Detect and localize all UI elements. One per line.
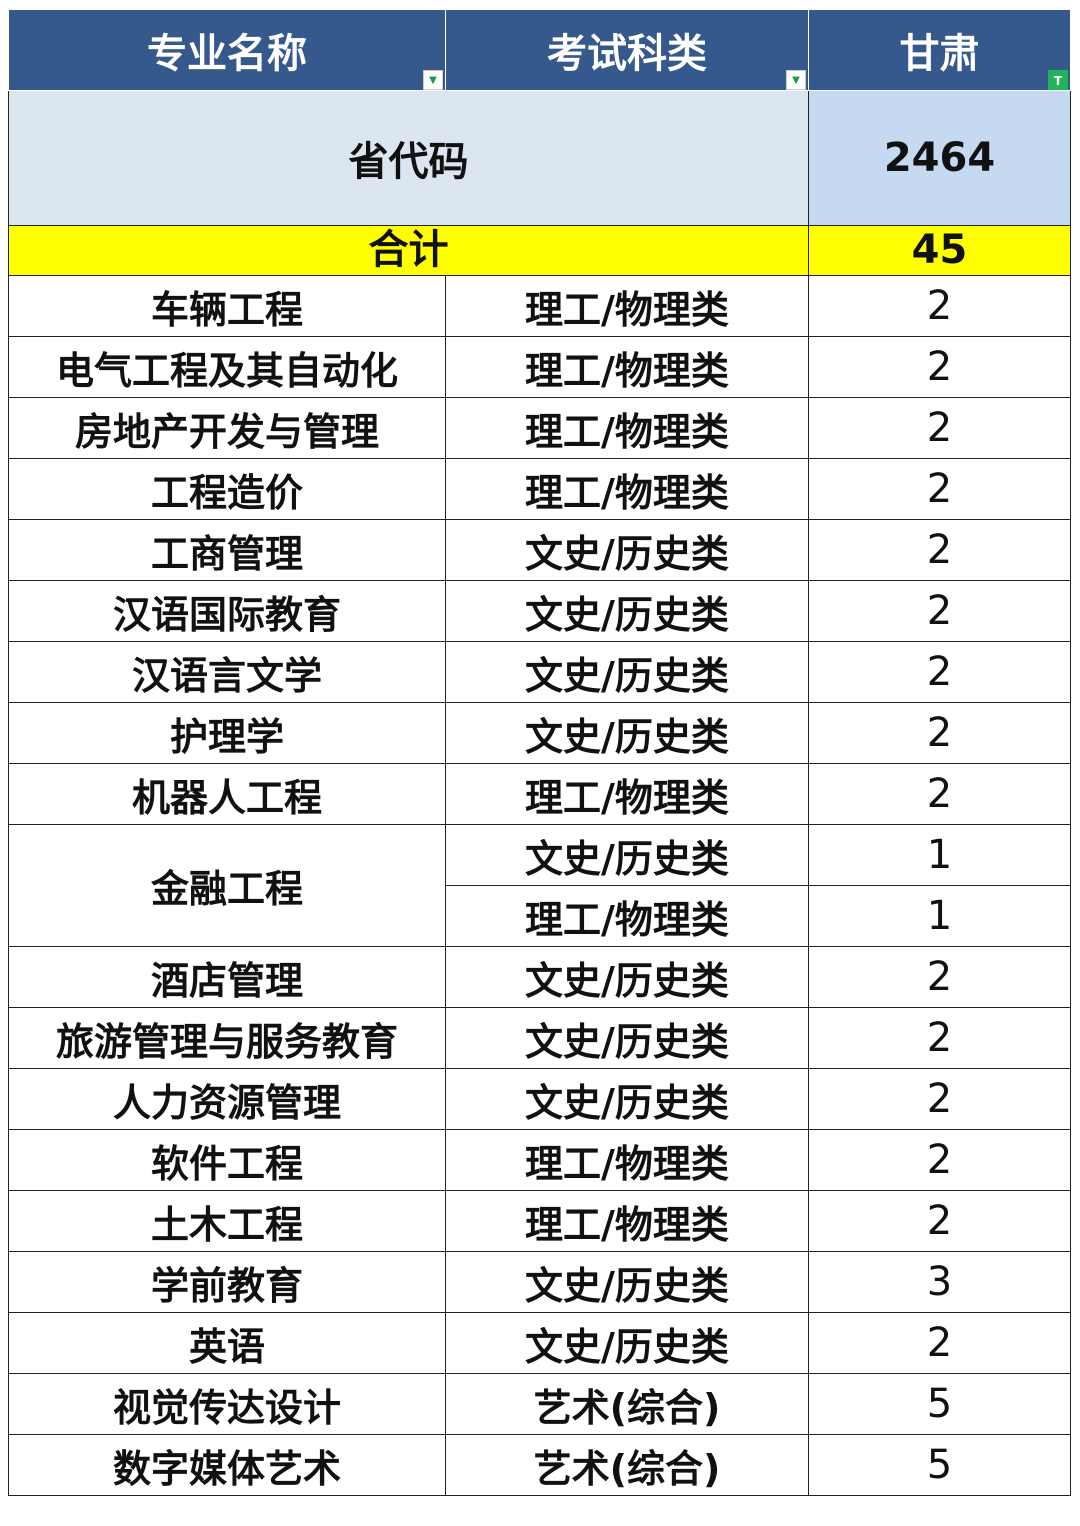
table-row: 工程造价 理工/物理类 2 bbox=[8, 458, 1071, 520]
count-cell: 2 bbox=[808, 641, 1071, 703]
major-cell: 视觉传达设计 bbox=[8, 1373, 446, 1435]
table-row: 理工/物理类 1 bbox=[9, 885, 1071, 947]
table-row: 旅游管理与服务教育 文史/历史类 2 bbox=[8, 1007, 1071, 1069]
table-row: 土木工程 理工/物理类 2 bbox=[8, 1190, 1071, 1252]
category-cell: 理工/物理类 bbox=[445, 1190, 809, 1252]
major-cell: 旅游管理与服务教育 bbox=[8, 1007, 446, 1069]
table-row: 酒店管理 文史/历史类 2 bbox=[8, 946, 1071, 1008]
table-row: 汉语国际教育 文史/历史类 2 bbox=[8, 580, 1071, 642]
count-cell: 2 bbox=[808, 519, 1071, 581]
major-cell: 工商管理 bbox=[8, 519, 446, 581]
table-row: 数字媒体艺术 艺术(综合) 5 bbox=[8, 1434, 1071, 1496]
table-row: 英语 文史/历史类 2 bbox=[8, 1312, 1071, 1374]
category-cell: 理工/物理类 bbox=[445, 336, 809, 398]
category-cell: 文史/历史类 bbox=[445, 641, 809, 703]
major-cell: 汉语国际教育 bbox=[8, 580, 446, 642]
table-row: 软件工程 理工/物理类 2 bbox=[8, 1129, 1071, 1191]
category-cell: 理工/物理类 bbox=[445, 275, 809, 337]
major-cell: 汉语言文学 bbox=[8, 641, 446, 703]
table-row: 房地产开发与管理 理工/物理类 2 bbox=[8, 397, 1071, 459]
header-row: 专业名称 ▼ 考试科类 ▼ 甘肃 T bbox=[8, 10, 1071, 91]
major-cell: 土木工程 bbox=[8, 1190, 446, 1252]
category-cell: 文史/历史类 bbox=[445, 1068, 809, 1130]
table-row: 工商管理 文史/历史类 2 bbox=[8, 519, 1071, 581]
dropdown-arrow-icon[interactable]: ▼ bbox=[786, 70, 806, 90]
major-cell: 工程造价 bbox=[8, 458, 446, 520]
count-cell: 2 bbox=[808, 1068, 1071, 1130]
major-cell: 房地产开发与管理 bbox=[8, 397, 446, 459]
count-cell: 2 bbox=[808, 1190, 1071, 1252]
count-cell: 1 bbox=[808, 885, 1071, 947]
category-cell: 文史/历史类 bbox=[445, 519, 809, 581]
count-cell: 2 bbox=[808, 458, 1071, 520]
table-row: 机器人工程 理工/物理类 2 bbox=[8, 763, 1071, 825]
filter-active-icon[interactable]: T bbox=[1048, 70, 1068, 90]
count-cell: 2 bbox=[808, 763, 1071, 825]
major-cell: 电气工程及其自动化 bbox=[8, 336, 446, 398]
category-cell: 文史/历史类 bbox=[445, 946, 809, 1008]
category-cell: 文史/历史类 bbox=[445, 702, 809, 764]
major-cell: 护理学 bbox=[8, 702, 446, 764]
total-value: 45 bbox=[808, 225, 1071, 276]
province-code-label: 省代码 bbox=[8, 90, 809, 226]
count-cell: 5 bbox=[808, 1373, 1071, 1435]
category-cell: 理工/物理类 bbox=[445, 885, 809, 947]
major-cell: 金融工程 bbox=[8, 824, 446, 947]
count-cell: 2 bbox=[808, 1312, 1071, 1374]
category-cell: 文史/历史类 bbox=[445, 1251, 809, 1313]
total-label: 合计 bbox=[8, 225, 809, 276]
category-cell: 艺术(综合) bbox=[445, 1434, 809, 1496]
header-category[interactable]: 考试科类 ▼ bbox=[445, 10, 809, 91]
count-cell: 2 bbox=[808, 397, 1071, 459]
table-row: 护理学 文史/历史类 2 bbox=[8, 702, 1071, 764]
header-major[interactable]: 专业名称 ▼ bbox=[8, 10, 446, 91]
count-cell: 2 bbox=[808, 702, 1071, 764]
major-cell: 机器人工程 bbox=[8, 763, 446, 825]
count-cell: 2 bbox=[808, 946, 1071, 1008]
province-code-value: 2464 bbox=[808, 90, 1071, 226]
dropdown-arrow-icon[interactable]: ▼ bbox=[423, 70, 443, 90]
table-row: 金融工程 文史/历史类 1 bbox=[8, 824, 1071, 947]
count-cell: 2 bbox=[808, 336, 1071, 398]
category-cell: 理工/物理类 bbox=[445, 397, 809, 459]
count-cell: 1 bbox=[808, 824, 1071, 886]
table-row: 人力资源管理 文史/历史类 2 bbox=[8, 1068, 1071, 1130]
enrollment-table: 专业名称 ▼ 考试科类 ▼ 甘肃 T 省代码 2464 合计 45 车辆工程 理工/物理… bbox=[8, 10, 1071, 1496]
count-cell: 2 bbox=[808, 1129, 1071, 1191]
table-row: 车辆工程 理工/物理类 2 bbox=[8, 275, 1071, 337]
total-row: 合计 45 bbox=[8, 225, 1071, 276]
count-cell: 5 bbox=[808, 1434, 1071, 1496]
count-cell: 3 bbox=[808, 1251, 1071, 1313]
province-code-row: 省代码 2464 bbox=[8, 90, 1071, 226]
category-cell: 文史/历史类 bbox=[445, 1007, 809, 1069]
major-cell: 人力资源管理 bbox=[8, 1068, 446, 1130]
major-cell: 数字媒体艺术 bbox=[8, 1434, 446, 1496]
header-province[interactable]: 甘肃 T bbox=[808, 10, 1071, 91]
table-row: 电气工程及其自动化 理工/物理类 2 bbox=[8, 336, 1071, 398]
count-cell: 2 bbox=[808, 275, 1071, 337]
count-cell: 2 bbox=[808, 1007, 1071, 1069]
count-cell: 2 bbox=[808, 580, 1071, 642]
category-cell: 文史/历史类 bbox=[445, 580, 809, 642]
table-row: 视觉传达设计 艺术(综合) 5 bbox=[8, 1373, 1071, 1435]
table-row: 学前教育 文史/历史类 3 bbox=[8, 1251, 1071, 1313]
category-cell: 理工/物理类 bbox=[445, 1129, 809, 1191]
category-cell: 文史/历史类 bbox=[445, 1312, 809, 1374]
category-cell: 艺术(综合) bbox=[445, 1373, 809, 1435]
major-cell: 学前教育 bbox=[8, 1251, 446, 1313]
category-cell: 文史/历史类 bbox=[445, 824, 809, 886]
major-cell: 英语 bbox=[8, 1312, 446, 1374]
category-cell: 理工/物理类 bbox=[445, 763, 809, 825]
table-row: 汉语言文学 文史/历史类 2 bbox=[8, 641, 1071, 703]
major-cell: 软件工程 bbox=[8, 1129, 446, 1191]
major-cell: 酒店管理 bbox=[8, 946, 446, 1008]
major-cell: 车辆工程 bbox=[8, 275, 446, 337]
category-cell: 理工/物理类 bbox=[445, 458, 809, 520]
